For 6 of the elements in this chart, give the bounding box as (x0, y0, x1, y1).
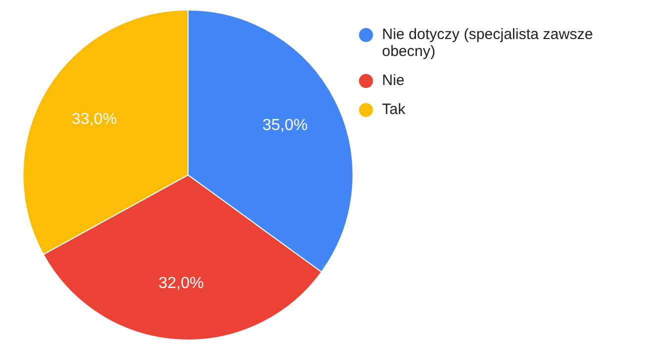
data-label: 32,0% (158, 275, 204, 292)
legend-label: Tak (382, 101, 406, 118)
data-label: 35,0% (262, 117, 308, 134)
legend-label: Nie (382, 72, 405, 89)
data-label: 33,0% (72, 111, 117, 128)
legend-label: Nie dotyczy (specjalista zawsze obecny) (382, 26, 594, 60)
